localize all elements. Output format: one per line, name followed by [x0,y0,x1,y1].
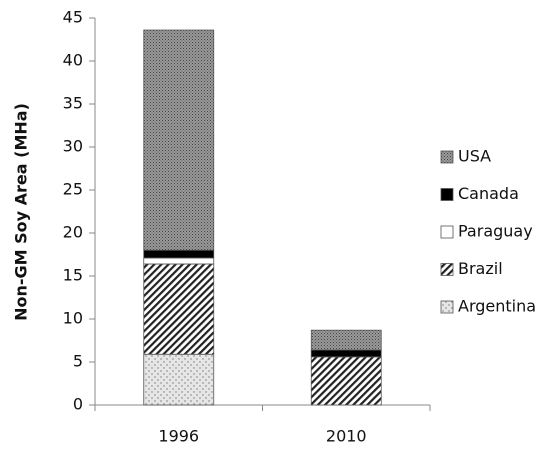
bar-segment [143,29,215,251]
y-tick-label: 30 [63,137,83,156]
legend-swatch [440,263,454,276]
y-tick-label: 20 [63,223,83,242]
legend-label: Argentina [458,297,536,316]
bar-segment [310,349,382,358]
y-axis-title: Non-GM Soy Area (MHa) [12,103,31,321]
y-tick-label: 35 [63,94,83,113]
legend-swatch [440,188,454,201]
y-tick-label: 10 [63,309,83,328]
y-tick-label: 5 [73,352,83,371]
y-tick-label: 25 [63,180,83,199]
legend-label: Canada [458,184,519,203]
bar-segment [310,329,382,351]
legend-swatch [440,150,454,164]
x-tick-label: 2010 [326,427,367,446]
y-tick-label: 0 [73,395,83,414]
legend-label: Paraguay [458,222,533,241]
legend-label: Brazil [458,259,503,278]
bar-segment [143,249,215,259]
y-tick-label: 45 [63,8,83,27]
legend-label: USA [458,147,491,166]
y-tick-label: 40 [63,51,83,70]
x-tick-label: 1996 [158,427,199,446]
y-tick-label: 15 [63,266,83,285]
legend-swatch [440,225,454,239]
bar-segment [143,353,215,406]
bar-segment [143,257,215,265]
bar-segment [310,356,382,406]
legend-swatch [440,300,454,314]
bar-segment [143,263,215,355]
